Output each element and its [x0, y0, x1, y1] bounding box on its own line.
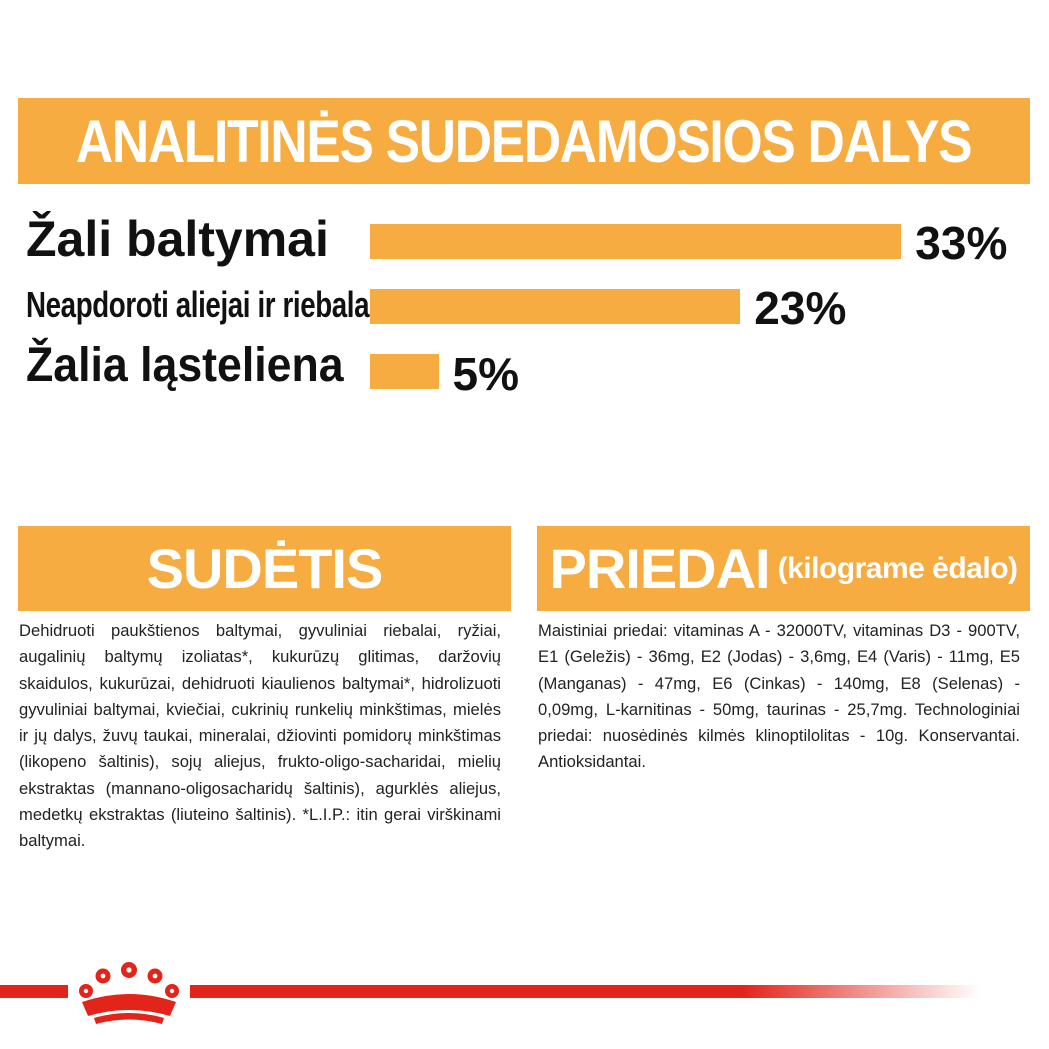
additives-subtitle: (kilograme ėdalo): [777, 551, 1018, 585]
nutrient-label: Neapdoroti aliejai ir riebalai: [26, 284, 377, 325]
analytical-constituents-banner: ANALITINĖS SUDEDAMOSIOS DALYS: [18, 98, 1030, 184]
nutrient-value: 23%: [754, 282, 847, 334]
additives-title: PRIEDAI: [549, 537, 770, 600]
nutrient-bar: [370, 289, 741, 324]
royal-canin-crown-icon: [79, 962, 179, 1024]
banner-title: ANALITINĖS SUDEDAMOSIOS DALYS: [76, 107, 973, 175]
composition-header: SUDĖTIS: [18, 526, 511, 611]
footer-stripe-left: [0, 985, 68, 998]
nutrient-label: Žalia ląsteliena: [26, 339, 344, 392]
additives-header: PRIEDAI (kilograme ėdalo): [537, 526, 1030, 611]
nutrient-bar: [370, 224, 902, 259]
additives-text: Maistiniai priedai: vitaminas A - 32000T…: [538, 621, 1020, 772]
nutrient-row-fibre: Žalia ląsteliena 5%: [26, 339, 1036, 400]
composition-text: Dehidruoti paukštienos baltymai, gyvulin…: [19, 621, 501, 851]
nutrient-bar: [370, 354, 439, 389]
nutrient-value: 33%: [915, 217, 1008, 269]
composition-title: SUDĖTIS: [146, 537, 384, 600]
nutrient-row-fat: Neapdoroti aliejai ir riebalai 23%: [26, 278, 1036, 338]
nutrient-label: Žali baltymai: [26, 211, 329, 267]
nutrient-value: 5%: [452, 348, 519, 400]
nutrient-row-protein: Žali baltymai 33%: [26, 211, 1036, 272]
footer-stripe-right: [190, 985, 980, 998]
